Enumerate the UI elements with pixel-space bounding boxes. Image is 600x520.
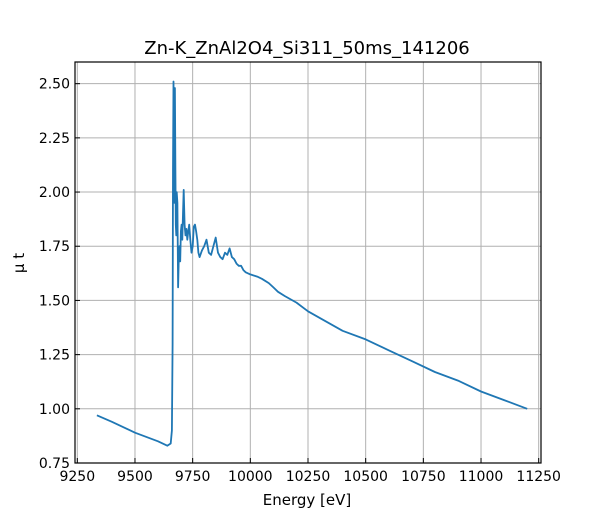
- data-series: [96, 80, 528, 447]
- y-tick-label: 1.75: [39, 239, 70, 255]
- y-tick-label: 0.75: [39, 456, 70, 472]
- x-tick-label: 11000: [459, 469, 504, 485]
- y-tick-label: 2.50: [39, 77, 70, 93]
- y-tick-label: 1.00: [39, 402, 70, 418]
- chart-title: Zn-K_ZnAl2O4_Si311_50ms_141206: [144, 38, 469, 59]
- series-line: [96, 80, 528, 447]
- y-tick-label: 1.50: [39, 293, 70, 309]
- y-axis-label: μ t: [10, 253, 28, 273]
- y-tick-label: 1.25: [39, 348, 70, 364]
- x-tick-label: 10500: [343, 469, 388, 485]
- x-tick-label: 9250: [59, 469, 95, 485]
- y-tick-label: 2.00: [39, 185, 70, 201]
- y-tick-label: 2.25: [39, 131, 70, 147]
- x-tick-label: 11250: [516, 469, 561, 485]
- grid: [75, 62, 541, 464]
- x-axis-label: Energy [eV]: [263, 491, 351, 509]
- axis-ticks: 9250 9500 9750 10000 10250 10500 10750 11000 112…: [39, 77, 561, 485]
- x-tick-label: 10250: [286, 469, 331, 485]
- x-tick-label: 10000: [228, 469, 273, 485]
- x-tick-label: 9750: [175, 469, 211, 485]
- x-tick-label: 10750: [401, 469, 446, 485]
- x-tick-label: 9500: [117, 469, 153, 485]
